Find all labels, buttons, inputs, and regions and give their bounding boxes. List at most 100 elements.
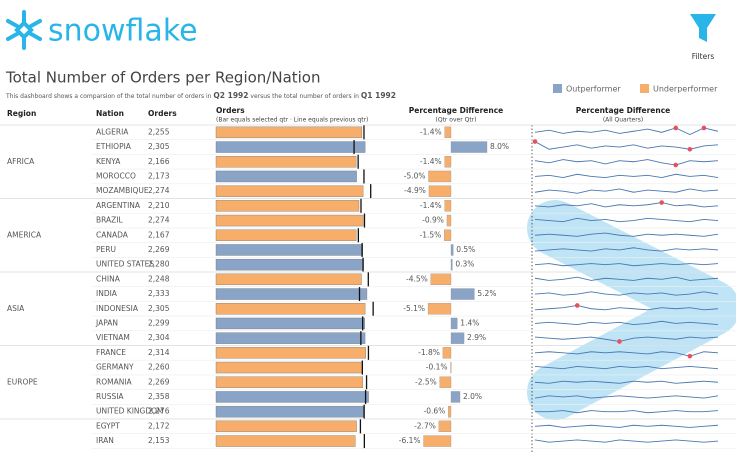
- trend-line: [534, 395, 719, 399]
- orders-bar: [215, 200, 360, 212]
- trend-line: [534, 380, 719, 384]
- column-note: (Bar equals selected qtr · Line equals p…: [216, 117, 368, 124]
- pct-label: 0.3%: [455, 260, 474, 269]
- column-header: Orders: [148, 109, 177, 118]
- logo-text: snowflake: [48, 14, 198, 49]
- orders-bar: [215, 361, 363, 374]
- nation: MOZAMBIQUE: [96, 186, 149, 195]
- nation: PERU: [96, 245, 116, 254]
- orders-value: 2,333: [148, 289, 170, 298]
- pct-bar: [428, 185, 452, 197]
- column-header: Region: [7, 109, 36, 118]
- pct-label: -4.5%: [406, 274, 428, 283]
- orders-bar: [215, 376, 364, 388]
- orders-value: 2,166: [148, 157, 170, 166]
- pct-label: 8.0%: [490, 142, 509, 151]
- pct-bar: [428, 170, 452, 183]
- pct-label: 2.0%: [463, 392, 482, 401]
- nation: INDONESIA: [96, 304, 139, 313]
- pct-label: -2.5%: [415, 377, 437, 386]
- orders-bar: [215, 214, 364, 227]
- trend-highlight: [687, 353, 693, 359]
- subtitle-period: Q2 1992: [213, 91, 248, 100]
- pct-bar: [450, 332, 465, 344]
- pct-label: -0.6%: [424, 407, 446, 416]
- nation: JAPAN: [95, 318, 118, 327]
- column-header: Percentage Difference: [409, 106, 503, 115]
- orders-bar: [215, 170, 357, 183]
- pct-label: -0.1%: [426, 363, 448, 372]
- trend-line: [534, 276, 719, 281]
- orders-value: 2,274: [148, 216, 170, 225]
- pct-bar: [448, 405, 452, 418]
- pct-label: -1.4%: [420, 201, 442, 210]
- orders-value: 2,274: [148, 186, 170, 195]
- nation: CANADA: [96, 230, 129, 239]
- pct-label: -5.1%: [403, 304, 425, 313]
- filters-label[interactable]: Filters: [692, 52, 715, 61]
- orders-value: 2,173: [148, 171, 170, 180]
- trend-highlight: [617, 339, 622, 344]
- orders-bar: [215, 347, 366, 359]
- filters-button[interactable]: Filters: [690, 14, 716, 61]
- orders-value: 2,248: [148, 274, 170, 283]
- orders-value: 2,269: [148, 245, 170, 254]
- orders-value: 2,276: [148, 407, 170, 416]
- pct-bar: [427, 303, 452, 315]
- pct-label: -1.8%: [418, 348, 440, 357]
- pct-bar: [446, 214, 452, 227]
- pct-label: -1.5%: [419, 230, 441, 239]
- orders-bar: [215, 288, 368, 300]
- orders-value: 2,255: [148, 127, 170, 136]
- trend-line: [534, 173, 719, 179]
- orders-bar: [215, 156, 357, 168]
- region: EUROPE: [7, 377, 38, 386]
- trend-line: [534, 263, 719, 267]
- legend-swatch: [640, 84, 649, 93]
- trend-line: [534, 365, 719, 370]
- legend-label: Outperformer: [566, 85, 621, 94]
- orders-bar: [215, 185, 364, 197]
- orders-value: 2,210: [148, 201, 170, 210]
- pct-bar: [450, 141, 488, 153]
- pct-bar: [450, 317, 458, 330]
- pct-label: 5.2%: [477, 289, 496, 298]
- orders-bar: [215, 420, 357, 433]
- orders-bar: [215, 435, 356, 447]
- orders-bar: [215, 405, 364, 418]
- nation: EGYPT: [96, 421, 120, 430]
- pct-bar: [450, 244, 454, 256]
- pct-bar: [444, 229, 452, 241]
- subtitle-text: This dashboard shows a comparsion of the…: [5, 93, 212, 100]
- orders-value: 2,299: [148, 318, 170, 327]
- column-note: (Qtr over Qtr): [436, 117, 477, 124]
- orders-value: 2,305: [148, 304, 170, 313]
- orders-bar: [215, 391, 369, 403]
- trend-line: [534, 141, 719, 150]
- pct-label: -4.9%: [404, 186, 426, 195]
- trend-line: [534, 232, 719, 237]
- trend-line: [534, 351, 719, 357]
- pct-bar: [439, 376, 452, 388]
- nation: GERMANY: [96, 363, 134, 372]
- trend-line: [535, 410, 719, 414]
- nation: RUSSIA: [96, 392, 124, 401]
- orders-value: 2,358: [148, 392, 170, 401]
- pct-bar: [438, 420, 452, 433]
- column-header: Orders: [216, 106, 245, 115]
- orders-value: 2,280: [148, 260, 170, 269]
- pct-bar: [444, 126, 452, 138]
- pct-bar: [450, 391, 461, 403]
- nation: CHINA: [96, 274, 121, 283]
- pct-label: -2.7%: [414, 421, 436, 430]
- orders-bar: [215, 244, 364, 256]
- nation: IRAN: [96, 436, 114, 445]
- pct-label: -5.0%: [404, 171, 426, 180]
- trend-highlight: [673, 162, 679, 168]
- orders-bar: [215, 273, 362, 286]
- nation: ROMANIA: [96, 377, 133, 386]
- legend: Outperformer Underperformer: [553, 84, 718, 94]
- trend-line: [534, 424, 719, 428]
- orders-value: 2,269: [148, 377, 170, 386]
- orders-bar: [215, 126, 363, 139]
